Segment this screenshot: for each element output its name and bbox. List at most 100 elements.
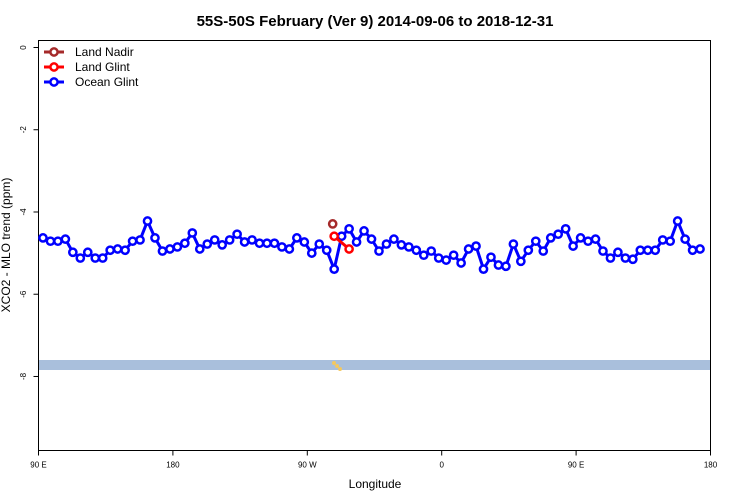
data-point	[411, 245, 422, 256]
x-tick-label: 90 E	[30, 461, 46, 470]
data-point	[321, 245, 332, 256]
data-point	[418, 250, 429, 261]
data-point	[306, 248, 317, 258]
data-point	[327, 219, 338, 229]
data-point	[463, 244, 474, 254]
plot-frame	[38, 40, 711, 451]
data-point	[426, 246, 437, 256]
data-point	[291, 233, 302, 243]
data-point	[194, 244, 205, 254]
data-point	[486, 252, 496, 263]
data-point	[150, 233, 160, 243]
data-point	[165, 244, 175, 254]
data-point	[60, 234, 71, 244]
data-point	[314, 239, 325, 249]
data-point	[471, 241, 481, 251]
data-point	[441, 255, 452, 265]
data-point	[105, 245, 116, 256]
data-point	[545, 233, 556, 243]
data-point	[217, 240, 228, 250]
data-point	[284, 244, 295, 254]
data-point	[90, 253, 101, 263]
data-point	[396, 240, 407, 250]
data-point	[329, 231, 340, 242]
x-axis-label: Longitude	[349, 477, 402, 491]
legend-marker	[49, 77, 59, 87]
data-point	[493, 260, 504, 270]
data-point	[172, 242, 183, 252]
data-point	[254, 238, 265, 249]
legend-marker	[49, 47, 59, 57]
data-point	[389, 234, 399, 244]
data-point	[657, 235, 668, 245]
data-point	[635, 245, 646, 256]
data-point	[403, 242, 414, 252]
data-point	[478, 264, 489, 274]
x-tick-label: 180	[166, 461, 180, 470]
data-point	[530, 236, 541, 247]
data-point	[209, 235, 220, 245]
data-point	[277, 242, 287, 252]
data-point	[269, 238, 280, 249]
y-tick-label: -2	[19, 126, 28, 134]
data-point	[568, 241, 578, 251]
data-point	[75, 253, 86, 263]
data-point	[627, 254, 638, 265]
data-point	[672, 216, 683, 226]
data-point	[366, 234, 377, 244]
legend-label: Ocean Glint	[75, 75, 139, 89]
y-axis-label: XCO2 - MLO trend (ppm)	[0, 178, 13, 313]
data-point	[560, 223, 571, 234]
data-point	[142, 216, 153, 226]
data-point	[351, 237, 362, 247]
data-point	[650, 245, 661, 256]
data-point	[157, 246, 168, 256]
data-point	[665, 236, 676, 247]
x-tick-label: 90 W	[298, 461, 317, 470]
data-point	[67, 247, 78, 258]
x-tick-label: 0	[439, 461, 444, 470]
data-point	[187, 228, 198, 238]
data-point	[38, 233, 48, 243]
data-point	[359, 226, 369, 236]
data-point	[598, 246, 608, 256]
legend-marker	[49, 62, 59, 72]
y-tick-label: 0	[19, 45, 28, 50]
legend-label: Land Nadir	[75, 45, 134, 59]
data-point	[344, 244, 354, 254]
data-point	[112, 244, 123, 254]
data-point	[224, 235, 235, 245]
data-point	[135, 235, 145, 245]
chart-title: 55S-50S February (Ver 9) 2014-09-06 to 2…	[197, 13, 554, 30]
data-point	[374, 246, 384, 256]
data-point	[202, 239, 213, 249]
data-point	[299, 237, 310, 247]
x-tick-label: 90 E	[568, 461, 584, 470]
data-point	[247, 235, 257, 245]
data-point	[239, 237, 250, 247]
data-point	[583, 236, 593, 247]
y-tick-label: -4	[19, 208, 28, 216]
coverage-dot	[335, 364, 339, 368]
series-line	[42, 216, 701, 275]
data-point	[575, 233, 586, 243]
data-point	[613, 247, 623, 258]
data-point	[53, 236, 63, 247]
data-point	[538, 246, 549, 256]
y-tick-label: -8	[19, 372, 28, 380]
data-point	[329, 264, 340, 274]
data-point	[695, 244, 705, 254]
data-point	[97, 253, 108, 263]
data-point	[127, 236, 138, 247]
data-point	[687, 245, 698, 256]
data-point	[508, 239, 519, 249]
data-point	[590, 234, 601, 244]
data-point	[120, 245, 130, 256]
data-point	[433, 253, 444, 263]
y-tick-label: -6	[19, 290, 28, 298]
data-point	[448, 250, 459, 261]
coverage-strip	[39, 360, 711, 370]
data-point	[523, 245, 534, 256]
data-point	[501, 261, 511, 272]
